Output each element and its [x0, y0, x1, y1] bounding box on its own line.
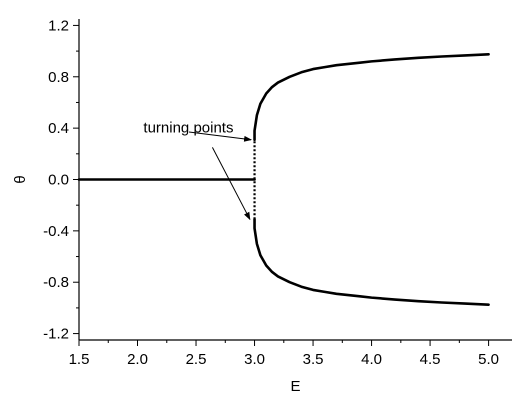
- y-tick-label: 1.2: [48, 17, 69, 34]
- x-tick-label: 5.0: [478, 351, 499, 368]
- axis-ticks: 1.5 2.0 2.5 3.0 3.5 4.0 4.5 5.0 -1.2 -0.8 -0.4 0.0 0…: [43, 17, 499, 368]
- branch-line-2: [253, 218, 490, 306]
- annotation-arrow: [211, 147, 251, 221]
- y-tick-label: 0.4: [48, 120, 69, 137]
- x-tick-label: 2.0: [127, 351, 148, 368]
- x-tick-label: 1.5: [69, 351, 90, 368]
- x-axis-label: E: [290, 378, 300, 395]
- y-tick-label: 0.0: [48, 172, 69, 189]
- data-series: [77, 53, 490, 306]
- x-tick-label: 2.5: [186, 351, 207, 368]
- annotations: turning points: [143, 120, 253, 221]
- annotation-label: turning points: [143, 120, 233, 137]
- y-tick-label: 0.8: [48, 69, 69, 86]
- y-tick-label: -0.4: [43, 223, 69, 240]
- annotation-arrow: [188, 131, 253, 142]
- x-tick-label: 3.5: [303, 351, 324, 368]
- x-tick-label: 4.5: [420, 351, 441, 368]
- y-axis-label: θ: [12, 175, 29, 183]
- x-tick-label: 4.0: [361, 351, 382, 368]
- branch-line-1: [253, 53, 490, 141]
- y-tick-label: -0.8: [43, 274, 69, 291]
- x-tick-label: 3.0: [244, 351, 265, 368]
- y-tick-label: -1.2: [43, 326, 69, 343]
